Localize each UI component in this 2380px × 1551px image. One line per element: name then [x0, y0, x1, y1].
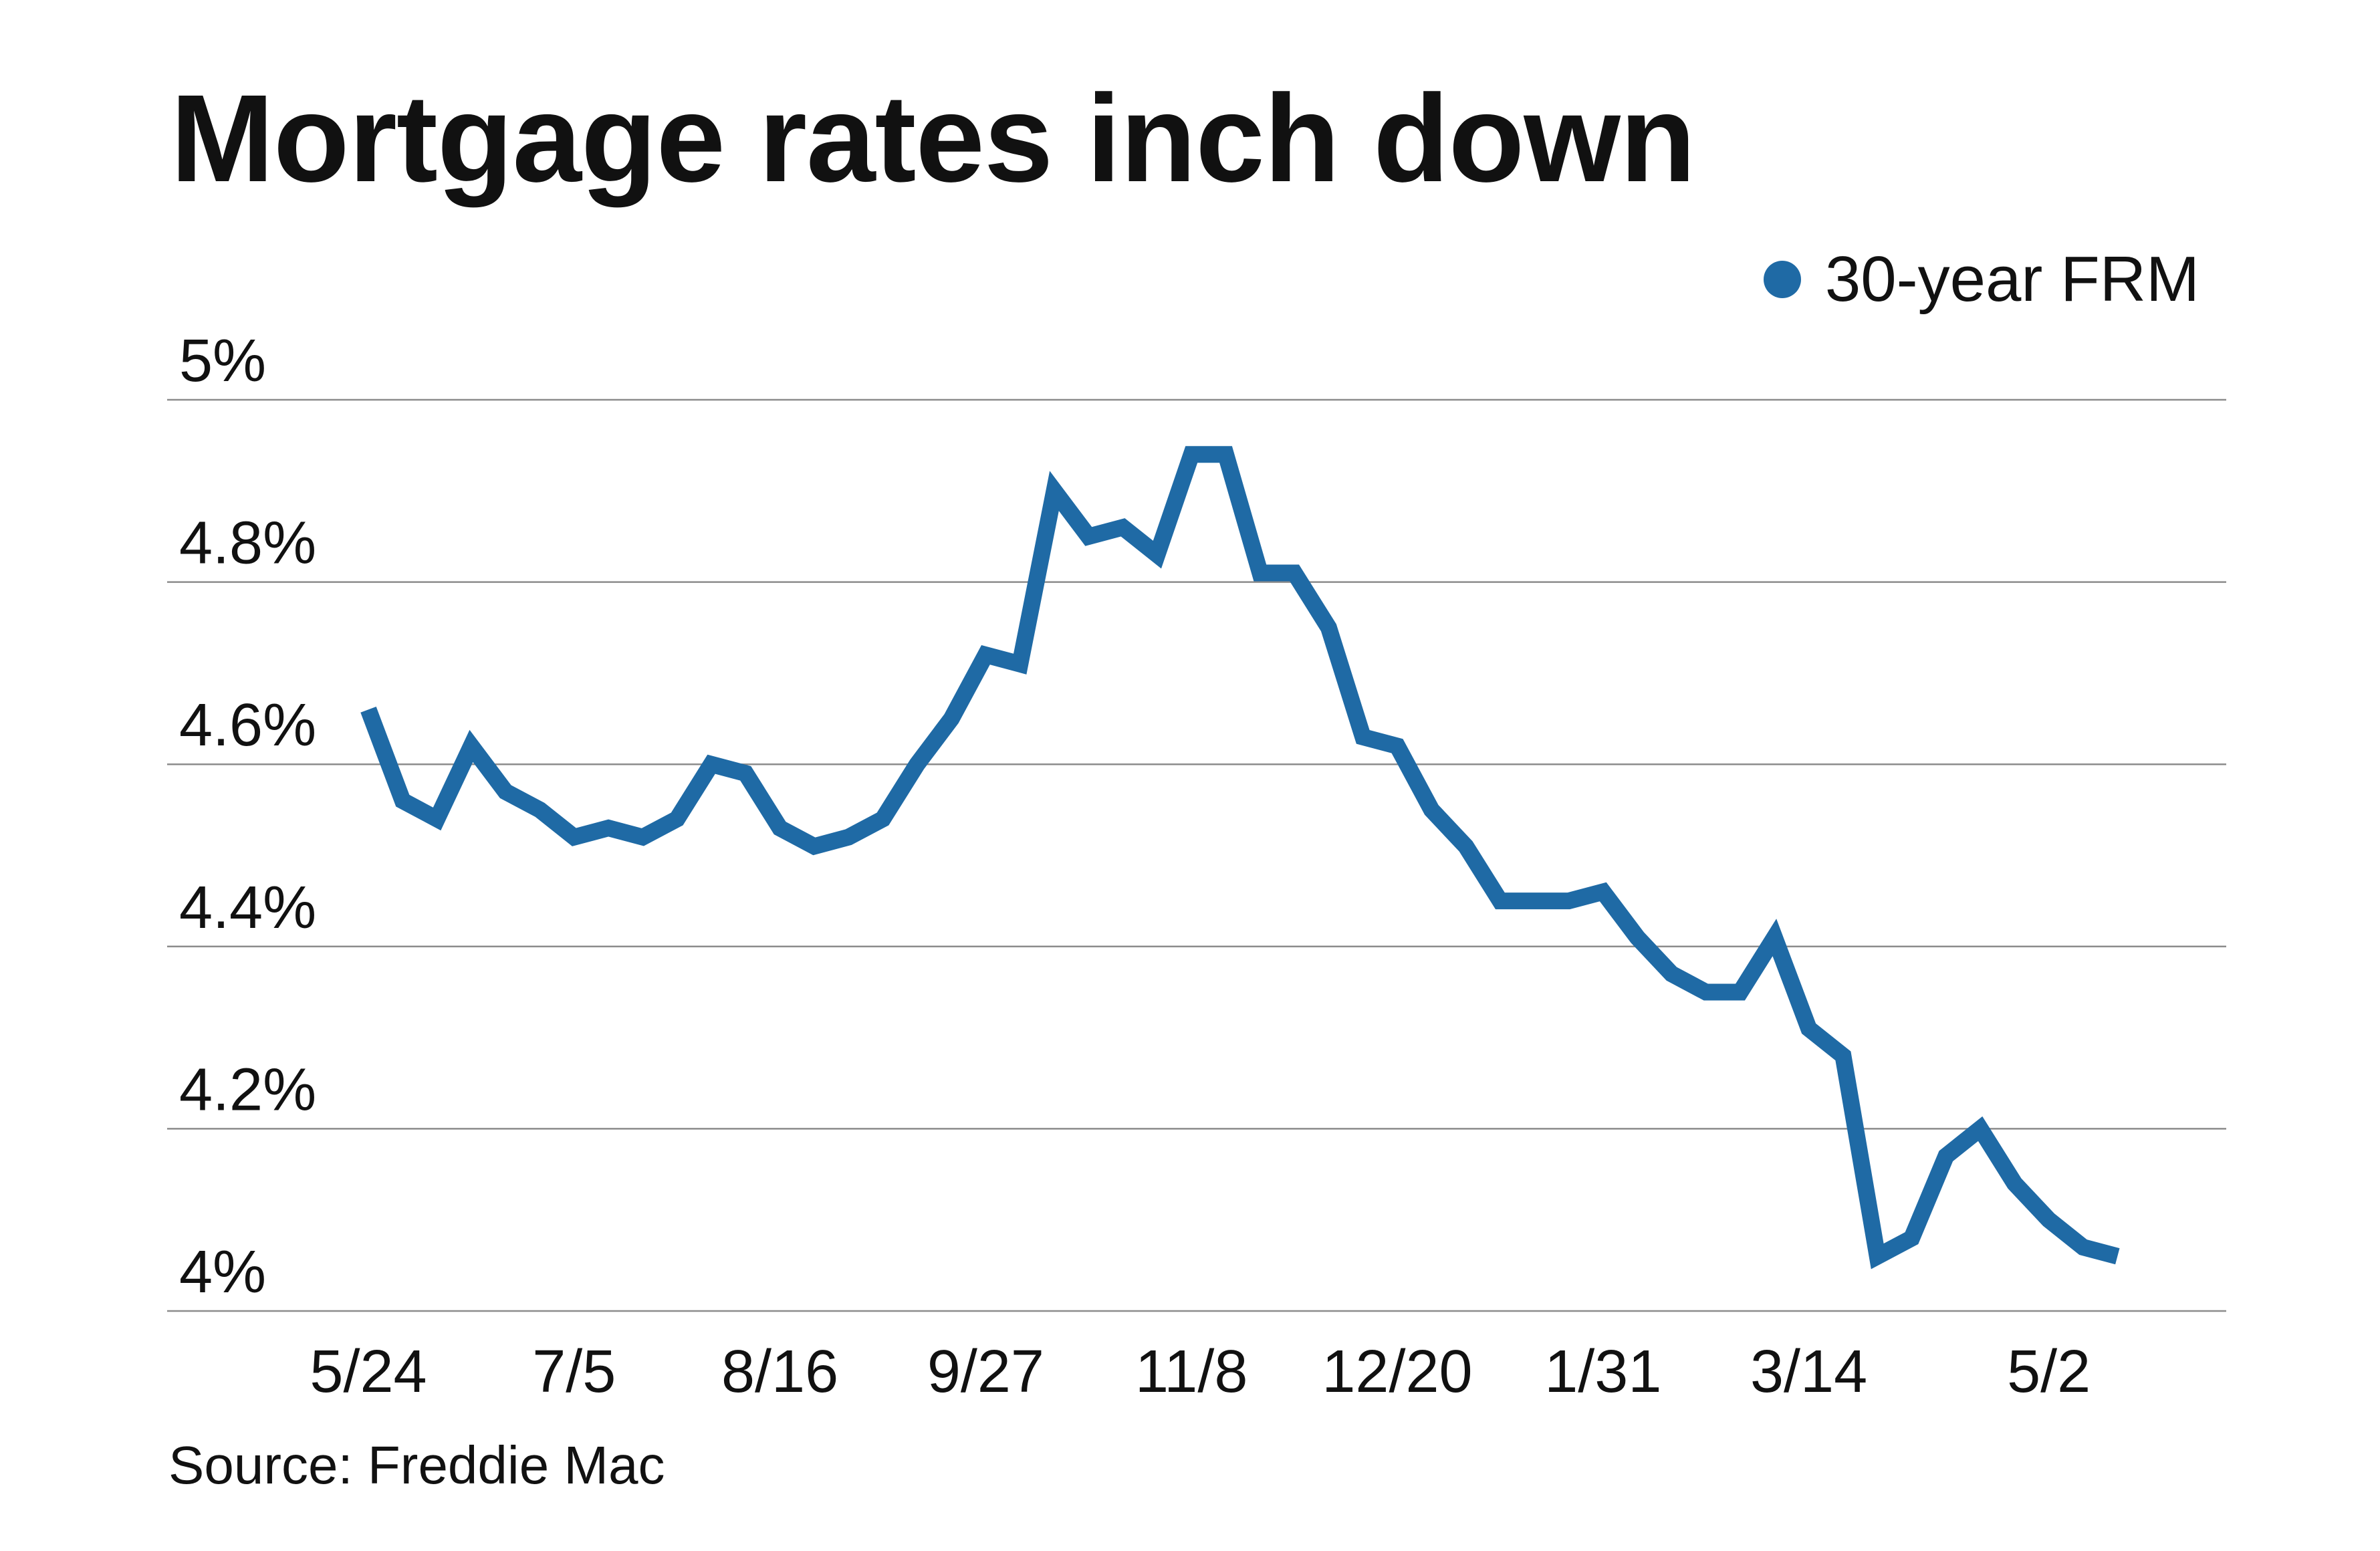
x-axis-labels: 5/24 7/5 8/16 9/27 11/8 12/20 1/31 3/14 5/2 [310, 1338, 2091, 1405]
y-tick-label: 4.4% [179, 874, 316, 941]
y-tick-label: 4% [179, 1239, 266, 1306]
y-tick-label: 4.6% [179, 692, 316, 759]
legend-label: 30-year FRM [1824, 243, 2199, 315]
x-tick-label: 8/16 [721, 1338, 838, 1405]
legend-marker-icon [1763, 261, 1801, 298]
x-tick-label: 5/24 [310, 1338, 427, 1405]
x-tick-label: 5/2 [2007, 1338, 2091, 1405]
x-tick-label: 7/5 [532, 1338, 616, 1405]
series-line-30-year-frm [360, 446, 2120, 1270]
legend: 30-year FRM [1763, 243, 2199, 315]
series-layer [360, 446, 2120, 1270]
x-tick-label: 11/8 [1135, 1338, 1248, 1405]
x-tick-label: 9/27 [927, 1338, 1044, 1405]
y-tick-label: 4.8% [179, 510, 316, 577]
chart-title: Mortgage rates inch down [170, 70, 1696, 208]
y-tick-label: 4.2% [179, 1056, 316, 1123]
x-tick-label: 12/20 [1322, 1338, 1472, 1405]
source-note: Source: Freddie Mac [168, 1435, 665, 1495]
y-tick-label: 5% [179, 328, 266, 394]
x-tick-label: 3/14 [1750, 1338, 1867, 1405]
y-axis-labels: 4% 4.2% 4.4% 4.6% 4.8% 5% [179, 328, 316, 1306]
x-tick-label: 1/31 [1544, 1338, 1661, 1405]
grid-lines [167, 398, 2226, 1312]
